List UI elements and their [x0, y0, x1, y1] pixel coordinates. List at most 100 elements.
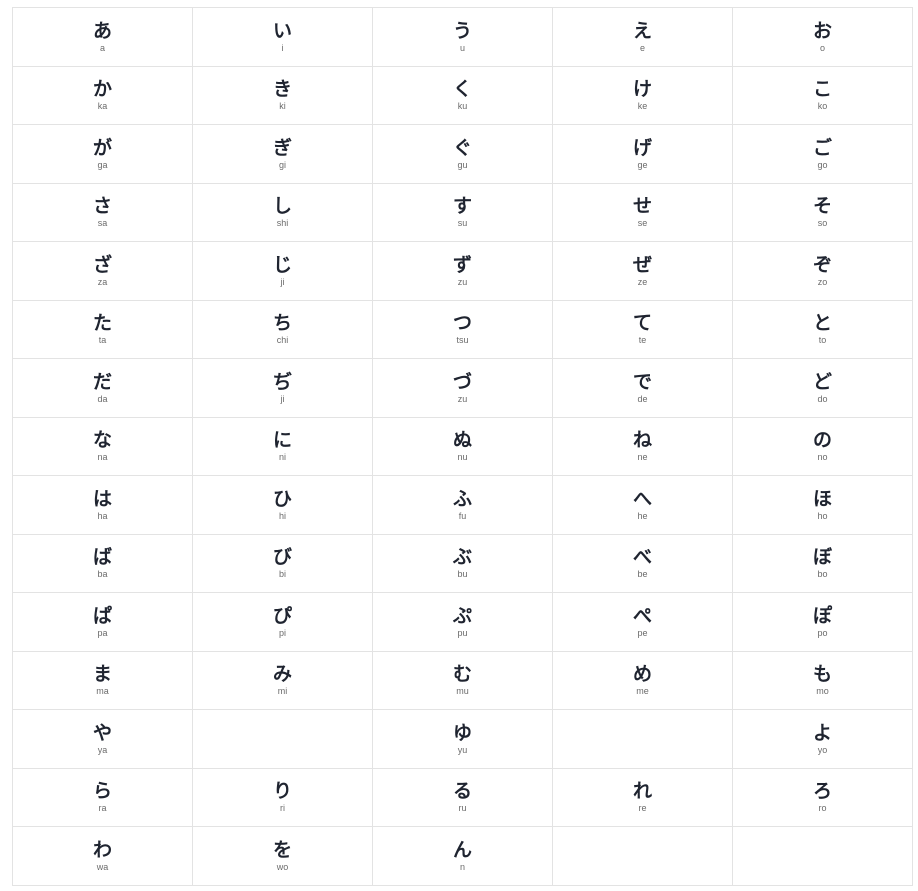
kana-character: び: [272, 546, 292, 569]
romaji-label: pi: [278, 627, 286, 638]
romaji-label: na: [97, 452, 108, 463]
kana-character: づ: [452, 370, 472, 393]
romaji-label: chi: [276, 335, 289, 346]
romaji-label: gi: [278, 159, 286, 170]
kana-character: き: [272, 78, 292, 101]
romaji-label: ji: [280, 393, 285, 404]
romaji-label: ki: [279, 101, 286, 112]
kana-cell: が ga: [12, 124, 193, 184]
romaji-label: ba: [97, 569, 108, 580]
kana-cell: ず zu: [372, 241, 553, 301]
kana-character: わ: [92, 838, 112, 861]
kana-character: ぶ: [452, 546, 472, 569]
romaji-label: ru: [458, 803, 467, 814]
kana-row: た ta ち chi つ tsu て te と to: [12, 299, 913, 359]
kana-cell: ぴ pi: [192, 592, 373, 652]
kana-cell: ま ma: [12, 650, 193, 710]
romaji-label: shi: [276, 218, 289, 229]
kana-cell: り ri: [192, 767, 373, 827]
romaji-label: ho: [817, 510, 828, 521]
kana-character: で: [632, 370, 652, 393]
kana-cell: く ku: [372, 65, 553, 125]
kana-character: め: [632, 663, 652, 686]
romaji-label: ka: [97, 101, 108, 112]
romaji-label: pe: [637, 627, 648, 638]
romaji-label: ra: [98, 803, 107, 814]
hiragana-table-body: あ a い i う u え e お o か ka き ki く ku け ke こ ko が ga ぎ gi ぐ gu げ ge ご go…: [12, 7, 913, 886]
kana-character: く: [452, 78, 472, 101]
kana-cell: ぐ gu: [372, 124, 553, 184]
kana-cell: に ni: [192, 416, 373, 476]
romaji-label: pa: [97, 627, 108, 638]
romaji-label: re: [638, 803, 647, 814]
romaji-label: ta: [98, 335, 107, 346]
kana-character: あ: [92, 19, 112, 42]
kana-cell: ぞ zo: [732, 241, 913, 301]
kana-cell: も mo: [732, 650, 913, 710]
kana-cell: の no: [732, 416, 913, 476]
kana-character: じ: [272, 253, 292, 276]
kana-character: ぐ: [452, 136, 472, 159]
romaji-label: pu: [457, 627, 468, 638]
romaji-label: mu: [456, 686, 469, 697]
kana-character: ぎ: [272, 136, 292, 159]
romaji-label: he: [637, 510, 648, 521]
kana-cell: や ya: [12, 709, 193, 769]
kana-character: ぢ: [272, 370, 292, 393]
romaji-label: ro: [818, 803, 827, 814]
kana-character: ろ: [812, 780, 832, 803]
kana-character: ご: [812, 136, 832, 159]
kana-character: さ: [92, 195, 112, 218]
kana-cell: よ yo: [732, 709, 913, 769]
kana-row: ば ba び bi ぶ bu べ be ぼ bo: [12, 533, 913, 593]
kana-cell: ほ ho: [732, 475, 913, 535]
kana-row: や ya ゆ yu よ yo: [12, 709, 913, 769]
kana-cell: だ da: [12, 358, 193, 418]
kana-cell: き ki: [192, 65, 373, 125]
hiragana-table: あ a い i う u え e お o か ka き ki く ku け ke こ ko が ga ぎ gi ぐ gu げ ge ご go…: [12, 7, 913, 886]
kana-cell: ろ ro: [732, 767, 913, 827]
romaji-label: da: [97, 393, 108, 404]
kana-cell: て te: [552, 299, 733, 359]
kana-character: が: [92, 136, 112, 159]
kana-cell: ご go: [732, 124, 913, 184]
romaji-label: de: [637, 393, 648, 404]
kana-row: わ wa を wo ん n: [12, 826, 913, 886]
kana-cell: る ru: [372, 767, 553, 827]
kana-character: は: [92, 487, 112, 510]
kana-cell: た ta: [12, 299, 193, 359]
romaji-label: ri: [280, 803, 285, 814]
kana-character: ま: [92, 663, 112, 686]
kana-cell: で de: [552, 358, 733, 418]
kana-cell: ぷ pu: [372, 592, 553, 652]
romaji-label: ku: [457, 101, 468, 112]
kana-character: す: [452, 195, 472, 218]
romaji-label: tsu: [456, 335, 469, 346]
kana-cell: わ wa: [12, 826, 193, 886]
kana-character: ひ: [272, 487, 292, 510]
empty-cell: [552, 826, 733, 886]
romaji-label: no: [817, 452, 828, 463]
romaji-label: ga: [97, 159, 108, 170]
kana-row: さ sa し shi す su せ se そ so: [12, 182, 913, 242]
kana-cell: へ he: [552, 475, 733, 535]
romaji-label: to: [818, 335, 827, 346]
romaji-label: i: [281, 42, 284, 53]
kana-character: と: [812, 312, 832, 335]
romaji-label: ne: [637, 452, 648, 463]
kana-row: ぱ pa ぴ pi ぷ pu ぺ pe ぽ po: [12, 592, 913, 652]
kana-cell: ぺ pe: [552, 592, 733, 652]
romaji-label: po: [817, 627, 828, 638]
kana-cell: こ ko: [732, 65, 913, 125]
romaji-label: me: [636, 686, 649, 697]
kana-cell: ゆ yu: [372, 709, 553, 769]
kana-cell: ぜ ze: [552, 241, 733, 301]
kana-character: ふ: [452, 487, 472, 510]
kana-cell: ぢ ji: [192, 358, 373, 418]
kana-character: ぬ: [452, 429, 472, 452]
romaji-label: su: [457, 218, 468, 229]
kana-character: な: [92, 429, 112, 452]
